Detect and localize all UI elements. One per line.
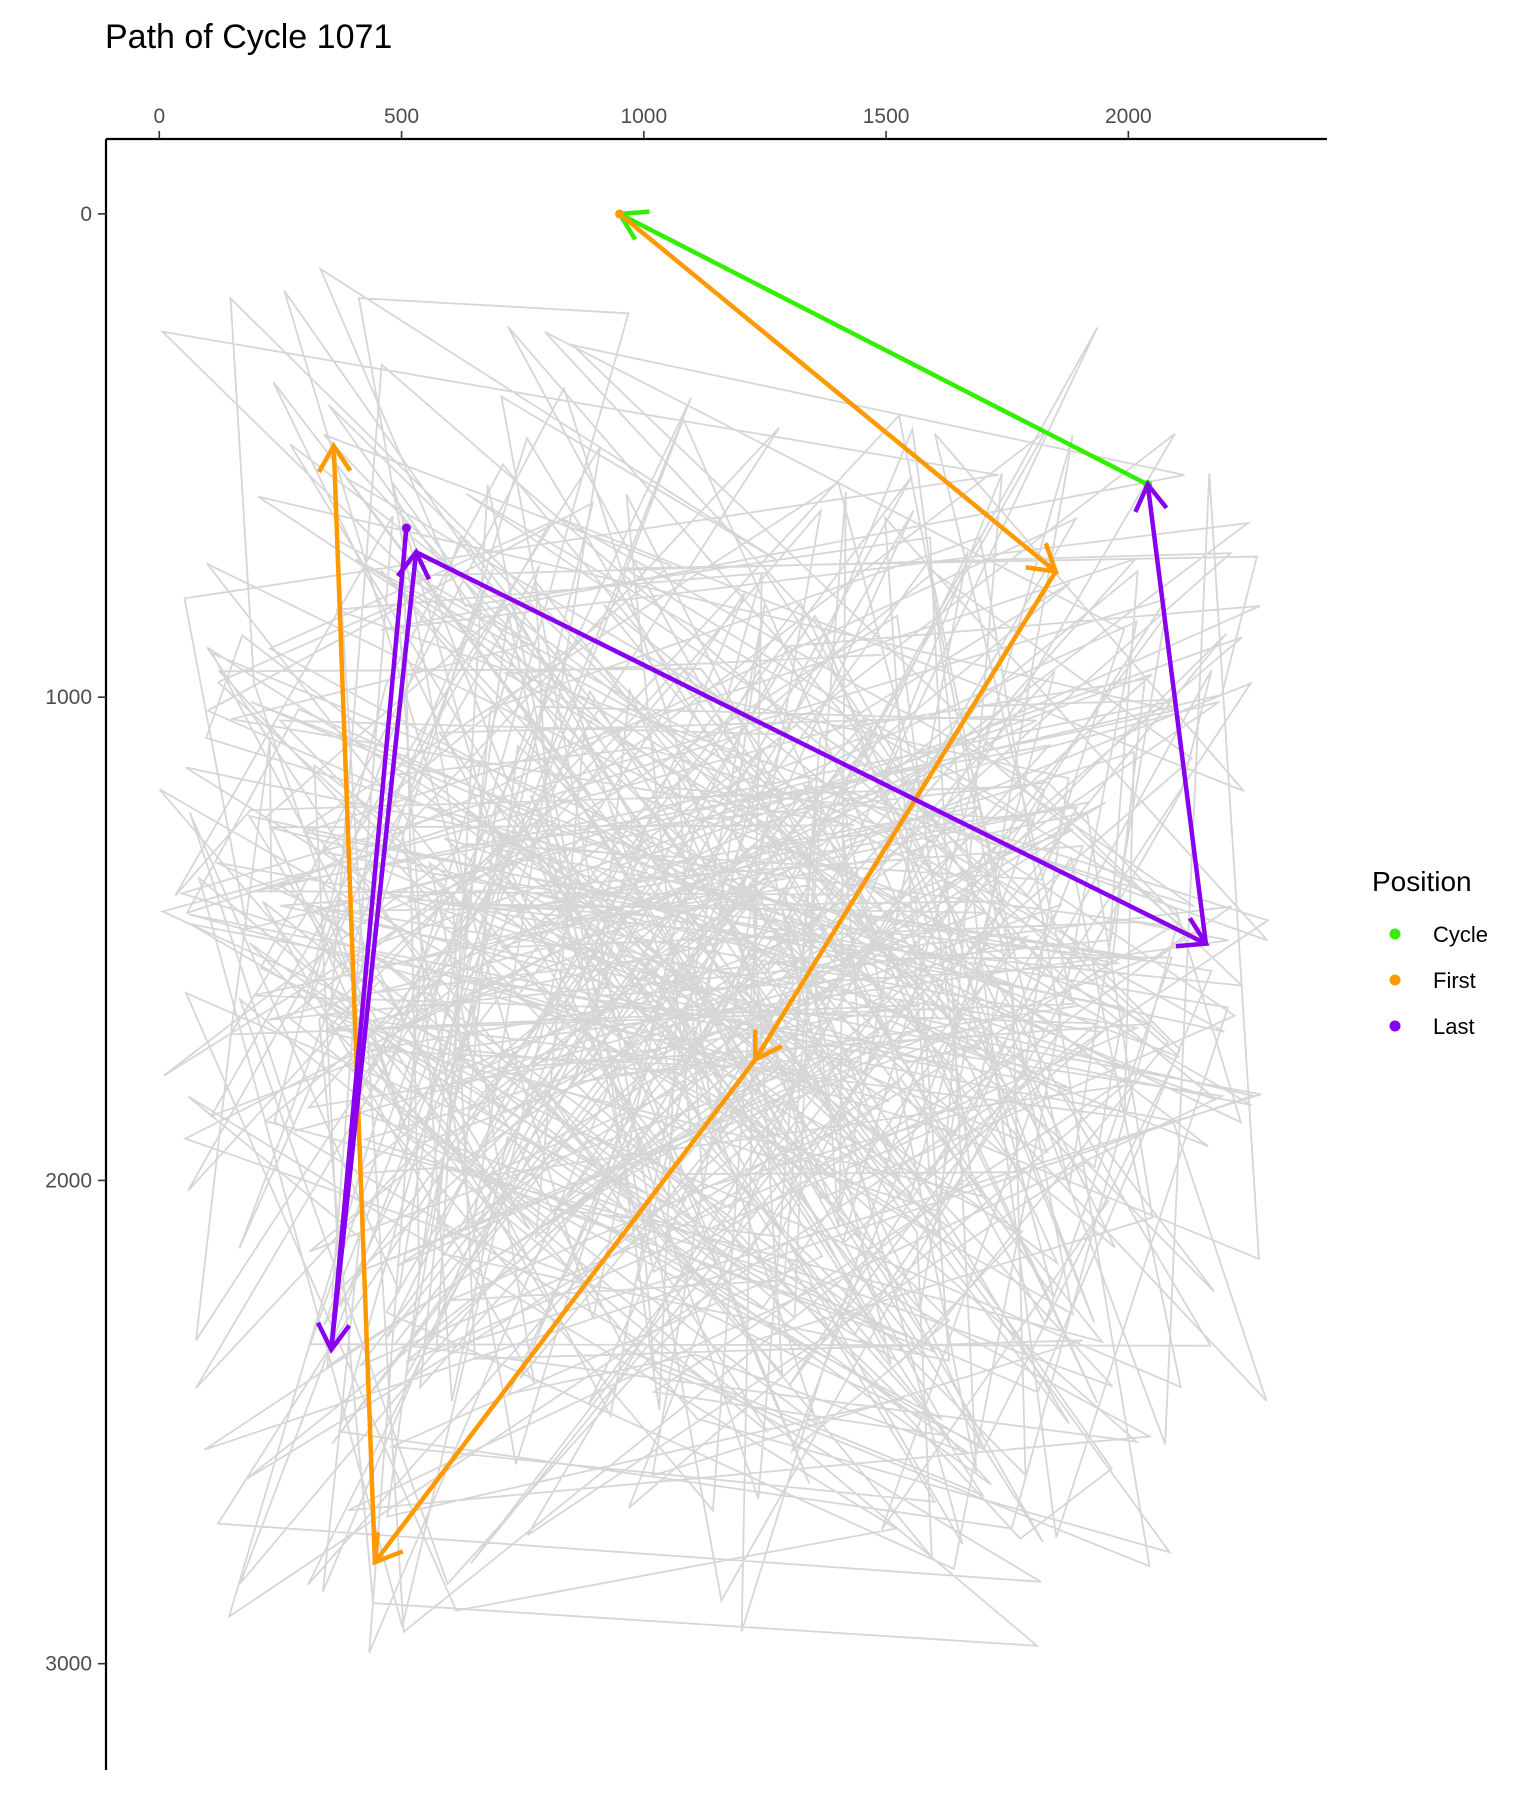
axes: 0 500 1000 1500 2000 0 1000 2000 3000	[45, 105, 1327, 1770]
legend: Position Cycle First Last	[1372, 866, 1488, 1039]
x-tick-label: 1500	[863, 105, 910, 128]
chart-title: Path of Cycle 1071	[105, 18, 392, 56]
series-first-segment	[331, 443, 378, 1565]
series-cycle	[615, 209, 1153, 490]
series-cycle-segment	[617, 211, 1150, 487]
y-tick-label: 0	[80, 203, 92, 226]
y-tick-label: 2000	[45, 1169, 92, 1192]
series-first-segment	[753, 569, 1058, 1062]
legend-label-last: Last	[1433, 1014, 1475, 1039]
legend-key-last	[1389, 1020, 1401, 1032]
series-paths	[315, 209, 1210, 1566]
x-tick-label: 1000	[620, 105, 667, 128]
series-last-arrowhead	[1133, 480, 1169, 513]
series-last	[315, 480, 1210, 1354]
series-first-arrowhead	[317, 441, 353, 474]
x-tick-label: 500	[384, 105, 419, 128]
series-first	[317, 209, 1060, 1566]
legend-label-first: First	[1433, 968, 1476, 993]
background-path	[158, 266, 1270, 1654]
legend-key-first	[1389, 974, 1401, 986]
background-paths	[158, 266, 1270, 1654]
legend-key-cycle	[1389, 928, 1401, 940]
y-tick-label: 1000	[45, 686, 92, 709]
series-first-segment	[372, 1057, 758, 1565]
series-last-segment	[329, 549, 419, 1352]
x-tick-label: 0	[153, 105, 165, 128]
y-tick-label: 3000	[45, 1653, 92, 1676]
x-tick-label: 2000	[1105, 105, 1152, 128]
series-last-segment	[413, 549, 1209, 946]
series-first-segment	[617, 211, 1058, 574]
legend-label-cycle: Cycle	[1433, 922, 1488, 947]
series-last-segment	[1145, 482, 1209, 946]
legend-title: Position	[1372, 866, 1472, 897]
